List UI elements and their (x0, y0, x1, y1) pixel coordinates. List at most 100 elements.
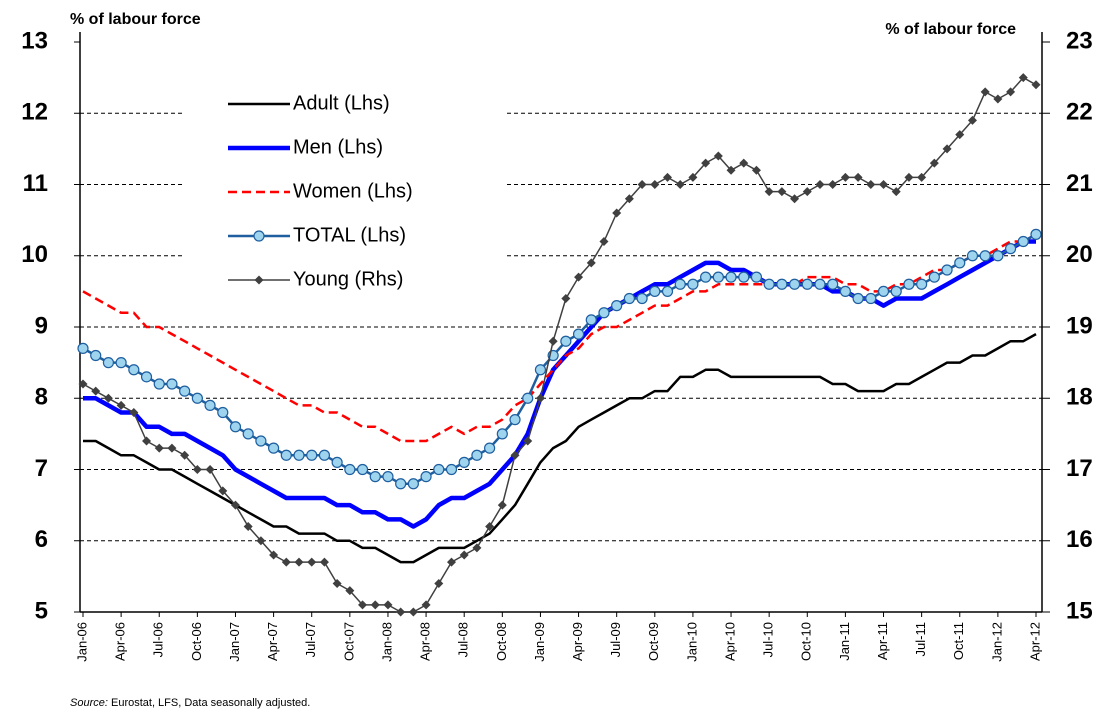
point (663, 172, 673, 182)
x-tick-label: Oct-11 (951, 622, 966, 660)
point (777, 187, 787, 197)
point (140, 371, 153, 383)
point (574, 272, 584, 282)
point (764, 187, 774, 197)
x-tick-label: Jan-09 (532, 622, 547, 662)
series-line (82, 233, 1037, 486)
point (853, 172, 863, 182)
point (929, 158, 939, 168)
point (661, 285, 674, 297)
point (598, 307, 610, 319)
point (294, 557, 304, 567)
legend-label: Adult (Lhs) (293, 92, 390, 114)
point (523, 436, 533, 446)
point (78, 379, 88, 389)
point (738, 271, 750, 283)
point (218, 486, 228, 496)
point (103, 393, 113, 403)
point (153, 378, 165, 390)
point (458, 456, 470, 468)
y2-tick-label: 22 (1066, 99, 1093, 126)
point (509, 414, 521, 426)
point (420, 471, 432, 483)
legend-marker (254, 275, 264, 285)
point (572, 328, 585, 340)
y2-tick-label: 18 (1066, 384, 1093, 411)
point (980, 87, 990, 97)
point (471, 449, 483, 461)
point (179, 385, 191, 397)
point (395, 478, 407, 490)
point (866, 180, 876, 189)
point (522, 392, 534, 404)
source-text: Eurostat, LFS, Data seasonally adjusted. (111, 697, 310, 709)
point (191, 392, 203, 404)
y-axis-label: % of labour force (70, 11, 201, 28)
series (78, 73, 1041, 617)
point (242, 428, 254, 440)
x-tick-label: Apr-09 (570, 622, 585, 661)
point (230, 500, 240, 510)
point (701, 158, 711, 168)
y-tick-label: 8 (35, 384, 48, 411)
point (585, 314, 597, 326)
point (217, 406, 229, 419)
point (243, 522, 253, 531)
point (649, 285, 661, 297)
point (879, 180, 889, 189)
point (815, 180, 825, 189)
x-tick-label: Jan-08 (379, 622, 394, 662)
y2-tick-label: 23 (1066, 27, 1093, 54)
point (675, 180, 685, 189)
point (891, 187, 901, 197)
point (1030, 228, 1042, 240)
point (636, 292, 648, 305)
point (917, 172, 927, 182)
series (82, 233, 1037, 443)
point (180, 450, 190, 460)
x-tick-label: Jan-12 (989, 622, 1004, 662)
x-tick-label: Jul-09 (608, 622, 623, 657)
point (611, 300, 623, 312)
point (408, 607, 418, 617)
point (903, 278, 915, 290)
point (535, 393, 545, 403)
x-tick-label: Jul-08 (456, 622, 471, 657)
point (510, 450, 520, 460)
point (307, 557, 317, 567)
point (306, 449, 318, 461)
point (1004, 243, 1017, 255)
legend-label: TOTAL (Lhs) (293, 224, 406, 246)
x-tick-label: Oct-06 (189, 622, 204, 661)
point (129, 408, 139, 417)
point (281, 557, 291, 567)
point (650, 180, 660, 189)
point (497, 500, 507, 510)
point (484, 442, 496, 454)
x-tick-label: Apr-06 (113, 622, 128, 661)
point (344, 463, 356, 476)
point (1017, 235, 1029, 248)
point (166, 378, 178, 390)
y-tick-label: 5 (35, 597, 48, 624)
point (763, 278, 775, 290)
point (712, 271, 724, 283)
y2-tick-label: 21 (1066, 170, 1093, 197)
point (332, 579, 342, 588)
point (688, 172, 698, 182)
y2-tick-label: 15 (1066, 597, 1093, 624)
point (790, 194, 800, 204)
point (369, 471, 381, 483)
point (637, 180, 647, 189)
legend-label: Women (Lhs) (293, 180, 413, 202)
point (269, 550, 279, 560)
point (674, 278, 686, 290)
x-tick-label: Oct-10 (799, 622, 814, 661)
point (356, 463, 369, 476)
y2-tick-label: 17 (1066, 455, 1093, 482)
point (928, 271, 940, 283)
point (434, 579, 444, 588)
point (534, 364, 547, 376)
x-tick-label: Jul-10 (761, 622, 776, 657)
point (280, 449, 292, 461)
